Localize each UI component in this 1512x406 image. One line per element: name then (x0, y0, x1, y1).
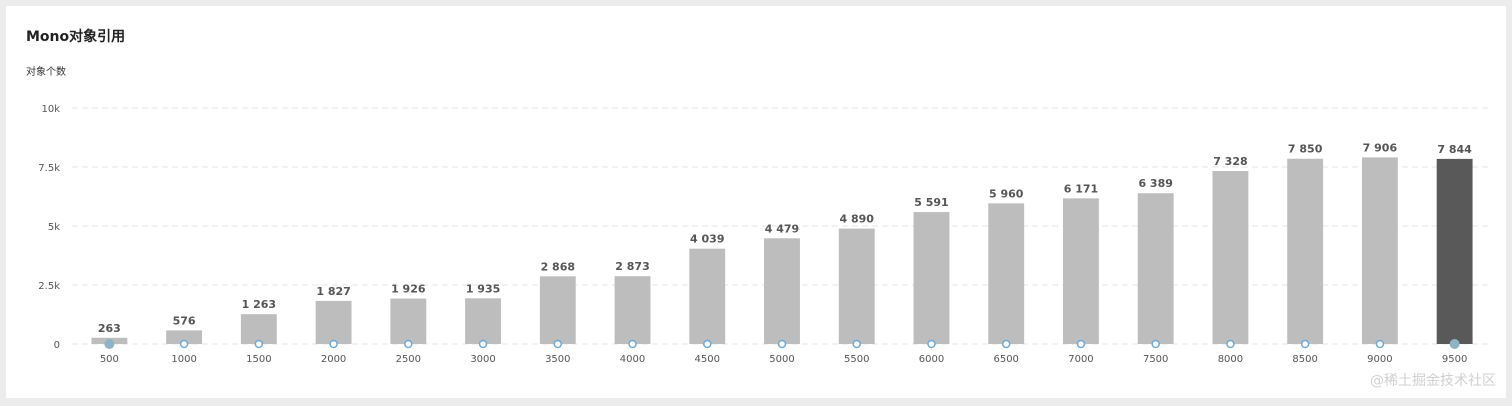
x-tick-label: 1500 (246, 354, 271, 365)
data-label: 7 906 (1363, 141, 1398, 154)
bar (1287, 158, 1324, 344)
data-label: 7 328 (1213, 155, 1247, 168)
x-tick-label: 4000 (620, 354, 645, 365)
point-marker (1151, 339, 1160, 349)
bar (1436, 158, 1473, 344)
data-label: 1 827 (316, 285, 350, 298)
point-marker (1076, 339, 1086, 349)
y-tick-label: 5k (48, 222, 60, 233)
y-tick-label: 7.5k (38, 163, 60, 174)
point-marker (1375, 339, 1385, 349)
bar (315, 300, 352, 344)
bar (764, 238, 800, 344)
x-tick-label: 9500 (1442, 354, 1467, 365)
point-marker (329, 339, 338, 349)
data-label: 2 868 (541, 260, 575, 273)
bar (1361, 157, 1398, 344)
x-tick-label: 6000 (919, 354, 944, 365)
data-label: 1 926 (391, 283, 426, 296)
point-marker (777, 339, 787, 349)
x-tick-label: 3500 (545, 354, 570, 365)
data-label: 7 844 (1437, 143, 1472, 156)
bar (166, 330, 203, 344)
active-marker (1449, 339, 1460, 349)
data-label: 6 171 (1064, 182, 1098, 195)
bar (390, 298, 427, 344)
active-marker (104, 339, 115, 349)
x-tick-label: 7000 (1068, 354, 1093, 365)
data-label: 4 039 (690, 233, 724, 246)
point-marker (254, 339, 264, 349)
y-tick-label: 10k (41, 104, 60, 115)
bar (689, 248, 726, 344)
bar (539, 276, 576, 344)
data-label: 5 960 (989, 187, 1024, 200)
bar (1212, 171, 1249, 344)
y-tick-label: 2.5k (38, 281, 60, 292)
point-marker (553, 339, 563, 349)
chart-title: Mono对象引用 (26, 29, 126, 45)
data-label: 4 479 (765, 222, 799, 235)
data-label: 1 263 (242, 298, 276, 311)
watermark: @稀土掘金技术社区 (1370, 373, 1496, 389)
data-label: 2 873 (615, 260, 649, 273)
point-marker (703, 339, 712, 349)
bar (838, 228, 875, 344)
x-tick-label: 1000 (171, 354, 196, 365)
data-label: 5 591 (914, 196, 948, 209)
x-tick-label: 7500 (1143, 354, 1168, 365)
point-marker (852, 339, 861, 349)
point-marker (628, 339, 637, 349)
bar (913, 212, 950, 344)
point-marker (404, 339, 413, 349)
bar (465, 298, 501, 344)
point-marker (1226, 339, 1235, 349)
bar (1137, 193, 1174, 344)
data-label: 263 (98, 322, 121, 335)
x-tick-label: 5500 (844, 354, 869, 365)
point-marker (478, 339, 488, 349)
point-marker (927, 339, 936, 349)
x-tick-label: 2500 (396, 354, 421, 365)
data-label: 6 389 (1138, 177, 1172, 190)
bar (988, 203, 1025, 344)
point-marker (1001, 339, 1011, 349)
bar (614, 276, 651, 344)
data-label: 1 935 (466, 282, 500, 295)
bar (1063, 198, 1099, 344)
data-label: 7 850 (1288, 143, 1323, 156)
x-tick-label: 500 (100, 354, 119, 365)
x-tick-label: 6500 (993, 354, 1018, 365)
x-tick-label: 8500 (1292, 354, 1317, 365)
x-tick-label: 9000 (1367, 354, 1392, 365)
y-tick-label: 0 (54, 340, 60, 351)
data-label: 4 890 (840, 213, 875, 226)
x-tick-label: 4500 (695, 354, 720, 365)
bar (240, 314, 277, 344)
x-tick-label: 2000 (321, 354, 346, 365)
point-marker (179, 339, 189, 349)
x-tick-label: 8000 (1218, 354, 1243, 365)
y-axis-label: 对象个数 (26, 67, 66, 78)
point-marker (1300, 339, 1310, 349)
x-tick-label: 3000 (470, 354, 495, 365)
data-label: 576 (173, 314, 196, 327)
x-tick-label: 5000 (769, 354, 794, 365)
